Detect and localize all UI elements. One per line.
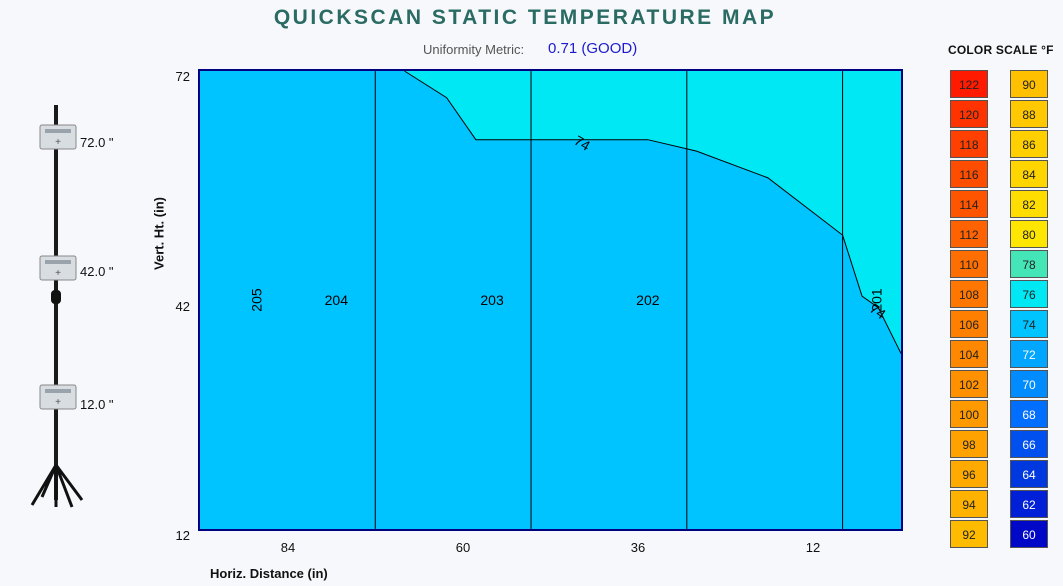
contour-label-74: 74	[571, 132, 593, 154]
color-swatch-66: 66	[1010, 430, 1048, 458]
color-swatch-76: 76	[1010, 280, 1048, 308]
color-scale-cool-column: 90 88 86 84 82 80 78 76 74 72 70 68 66 64 62 60	[1010, 70, 1050, 550]
sensor-stand-illustration: + + +	[30, 105, 84, 508]
svg-text:+: +	[55, 268, 61, 279]
color-swatch-94: 94	[950, 490, 988, 518]
color-swatch-72: 72	[1010, 340, 1048, 368]
region-above-74	[404, 71, 901, 354]
column-label-205: 205	[249, 288, 265, 312]
color-swatch-84: 84	[1010, 160, 1048, 188]
color-swatch-112: 112	[950, 220, 988, 248]
color-scale-title: COLOR SCALE °F	[948, 43, 1054, 57]
color-swatch-74: 74	[1010, 310, 1048, 338]
x-axis-label: Horiz. Distance (in)	[210, 566, 328, 581]
svg-text:+: +	[55, 397, 61, 408]
color-swatch-114: 114	[950, 190, 988, 218]
color-swatch-78: 78	[1010, 250, 1048, 278]
sensor-box-icon: +	[39, 384, 77, 410]
color-swatch-80: 80	[1010, 220, 1048, 248]
y-tick-label: 12	[175, 528, 190, 543]
x-tick-label: 12	[805, 540, 821, 555]
color-swatch-62: 62	[1010, 490, 1048, 518]
column-label-202: 202	[636, 292, 660, 308]
y-tick-label: 72	[175, 69, 190, 84]
color-swatch-64: 64	[1010, 460, 1048, 488]
uniformity-metric-value: 0.71 (GOOD)	[548, 40, 638, 57]
plot-border	[198, 69, 903, 531]
x-tick-label: 84	[280, 540, 296, 555]
sensor-box-icon: +	[39, 124, 77, 150]
svg-text:+: +	[55, 137, 61, 148]
contour-line-74	[404, 70, 902, 354]
sensor-height-label: 42.0 "	[80, 264, 114, 279]
color-swatch-104: 104	[950, 340, 988, 368]
x-tick-label: 60	[455, 540, 471, 555]
color-swatch-106: 106	[950, 310, 988, 338]
color-swatch-92: 92	[950, 520, 988, 548]
color-swatch-116: 116	[950, 160, 988, 188]
column-label-201: 201	[869, 288, 885, 312]
color-swatch-86: 86	[1010, 130, 1048, 158]
color-swatch-96: 96	[950, 460, 988, 488]
color-swatch-82: 82	[1010, 190, 1048, 218]
color-swatch-98: 98	[950, 430, 988, 458]
color-swatch-120: 120	[950, 100, 988, 128]
y-axis-label: Vert. Ht. (in)	[151, 197, 167, 270]
color-swatch-60: 60	[1010, 520, 1048, 548]
color-swatch-122: 122	[950, 70, 988, 98]
color-swatch-118: 118	[950, 130, 988, 158]
page-title: QUICKSCAN STATIC TEMPERATURE MAP	[273, 6, 777, 29]
color-swatch-102: 102	[950, 370, 988, 398]
color-swatch-90: 90	[1010, 70, 1048, 98]
column-label-203: 203	[480, 292, 504, 308]
column-label-204: 204	[325, 292, 349, 308]
uniformity-metric-label: Uniformity Metric:	[423, 42, 525, 57]
color-scale-warm-column: 122 120 118 116 114 112 110 108 106 104 102 100 98 96…	[950, 70, 990, 550]
color-swatch-68: 68	[1010, 400, 1048, 428]
color-swatch-108: 108	[950, 280, 988, 308]
sensor-box-icon: +	[39, 255, 77, 281]
color-swatch-88: 88	[1010, 100, 1048, 128]
color-swatch-110: 110	[950, 250, 988, 278]
y-tick-label: 42	[175, 299, 190, 314]
color-swatch-70: 70	[1010, 370, 1048, 398]
color-swatch-100: 100	[950, 400, 988, 428]
sensor-height-label: 72.0 "	[80, 135, 114, 150]
sensor-height-label: 12.0 "	[80, 397, 114, 412]
x-tick-label: 36	[630, 540, 646, 555]
